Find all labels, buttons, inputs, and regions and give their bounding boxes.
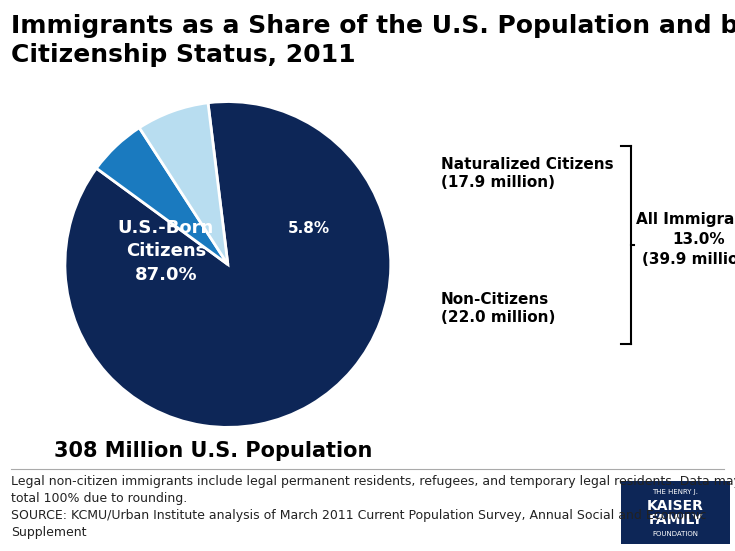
Text: KAISER: KAISER — [647, 499, 704, 514]
Text: Non-Citizens
(22.0 million): Non-Citizens (22.0 million) — [441, 292, 556, 325]
Text: 7.2%: 7.2% — [254, 290, 296, 305]
Wedge shape — [140, 103, 228, 264]
Text: Naturalized Citizens
(17.9 million): Naturalized Citizens (17.9 million) — [441, 157, 614, 190]
Text: 308 Million U.S. Population: 308 Million U.S. Population — [54, 441, 373, 461]
Wedge shape — [96, 128, 228, 264]
Text: 5.8%: 5.8% — [288, 221, 330, 236]
Text: All Immigrants
13.0%
(39.9 million): All Immigrants 13.0% (39.9 million) — [636, 212, 735, 267]
Text: U.S.-Born
Citizens
87.0%: U.S.-Born Citizens 87.0% — [118, 219, 214, 284]
Wedge shape — [65, 101, 391, 428]
Text: THE HENRY J.: THE HENRY J. — [653, 489, 698, 495]
Text: Immigrants as a Share of the U.S. Population and by
Citizenship Status, 2011: Immigrants as a Share of the U.S. Popula… — [11, 14, 735, 67]
Text: FOUNDATION: FOUNDATION — [653, 531, 698, 537]
Text: FAMILY: FAMILY — [648, 514, 703, 527]
Text: Legal non-citizen immigrants include legal permanent residents, refugees, and te: Legal non-citizen immigrants include leg… — [11, 475, 735, 539]
